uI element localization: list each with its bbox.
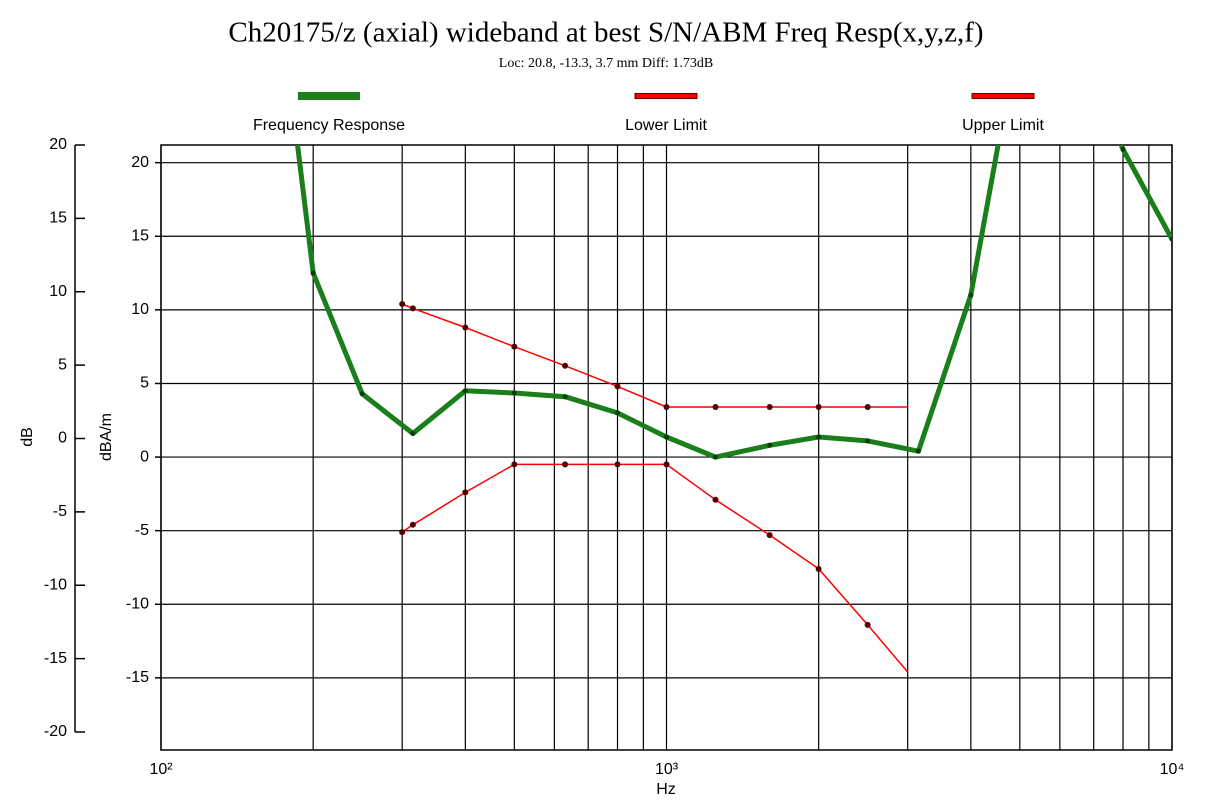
series-point bbox=[864, 404, 871, 411]
series-point bbox=[410, 431, 416, 437]
y-axis-label: dB bbox=[19, 427, 36, 447]
series-point bbox=[1120, 146, 1126, 152]
legend-label: Frequency Response bbox=[253, 117, 405, 134]
legend-label: Lower Limit bbox=[625, 117, 707, 134]
series-point bbox=[399, 529, 406, 536]
x-axis-label: Hz bbox=[656, 781, 676, 798]
series-point bbox=[865, 438, 871, 444]
series-point bbox=[968, 292, 974, 298]
y-tick-label: -10 bbox=[44, 576, 67, 593]
y2-tick-label: 20 bbox=[131, 154, 149, 171]
y-tick-label: 0 bbox=[58, 430, 67, 447]
x-tick-label: 10² bbox=[149, 761, 173, 778]
series-point bbox=[712, 454, 718, 460]
series-point bbox=[816, 434, 822, 440]
series-point bbox=[359, 391, 365, 397]
legend-swatch bbox=[634, 93, 698, 99]
series-point bbox=[1169, 236, 1172, 242]
series-point bbox=[815, 565, 822, 572]
y-tick-label: -5 bbox=[53, 503, 67, 520]
legend-swatch bbox=[971, 93, 1035, 99]
series-point bbox=[663, 404, 670, 411]
series-point bbox=[562, 461, 569, 468]
series-point bbox=[712, 496, 719, 503]
y-tick-label: 5 bbox=[58, 356, 67, 373]
y2-tick-label: 0 bbox=[140, 448, 149, 465]
x-tick-label: 10⁴ bbox=[1160, 761, 1185, 778]
series-line bbox=[401, 303, 908, 408]
series-point bbox=[409, 521, 416, 528]
series-point bbox=[462, 388, 468, 394]
y-tick-label: -20 bbox=[44, 723, 67, 740]
series-line bbox=[401, 463, 909, 673]
series-point bbox=[1017, 23, 1022, 28]
series-point bbox=[310, 270, 316, 276]
y2-tick-label: -10 bbox=[126, 595, 149, 612]
y2-tick-label: -15 bbox=[126, 669, 149, 686]
series-point bbox=[614, 383, 621, 390]
y-tick-label: 10 bbox=[49, 283, 67, 300]
series-point bbox=[615, 410, 621, 416]
y2-tick-label: 15 bbox=[131, 227, 149, 244]
series-point bbox=[562, 394, 568, 400]
series-point bbox=[462, 489, 469, 496]
series-point bbox=[511, 390, 517, 396]
series-point bbox=[409, 305, 416, 312]
series-point bbox=[614, 461, 621, 468]
y-tick-label: 20 bbox=[49, 136, 67, 153]
series-point bbox=[511, 343, 518, 350]
series-point bbox=[712, 404, 719, 411]
series-point bbox=[663, 461, 670, 468]
series-point bbox=[864, 621, 871, 628]
series-point bbox=[562, 362, 569, 369]
y2-axis-label: dBA/m bbox=[98, 413, 115, 461]
series-point bbox=[766, 404, 773, 411]
chart-title: Ch20175/z (axial) wideband at best S/N/A… bbox=[228, 17, 983, 49]
series-point bbox=[767, 442, 773, 448]
series-point bbox=[462, 324, 469, 331]
y-tick-label: 15 bbox=[49, 210, 67, 227]
series-point bbox=[915, 448, 921, 454]
x-tick-label: 10³ bbox=[655, 761, 679, 778]
y2-tick-label: 10 bbox=[131, 301, 149, 318]
series-point bbox=[766, 532, 773, 539]
plot-frame bbox=[160, 144, 1173, 751]
series-point bbox=[399, 300, 406, 307]
series-point bbox=[1068, 13, 1073, 18]
plot-area bbox=[295, 13, 1172, 673]
y2-tick-label: 5 bbox=[140, 375, 149, 392]
legend-swatch bbox=[298, 92, 360, 100]
legend-label: Upper Limit bbox=[962, 117, 1044, 134]
chart-subtitle: Loc: 20.8, -13.3, 3.7 mm Diff: 1.73dB bbox=[499, 56, 713, 71]
y-tick-label: -15 bbox=[44, 650, 67, 667]
series-point bbox=[511, 461, 518, 468]
series-point bbox=[815, 404, 822, 411]
y2-tick-label: -5 bbox=[135, 522, 149, 539]
series-point bbox=[664, 434, 669, 440]
